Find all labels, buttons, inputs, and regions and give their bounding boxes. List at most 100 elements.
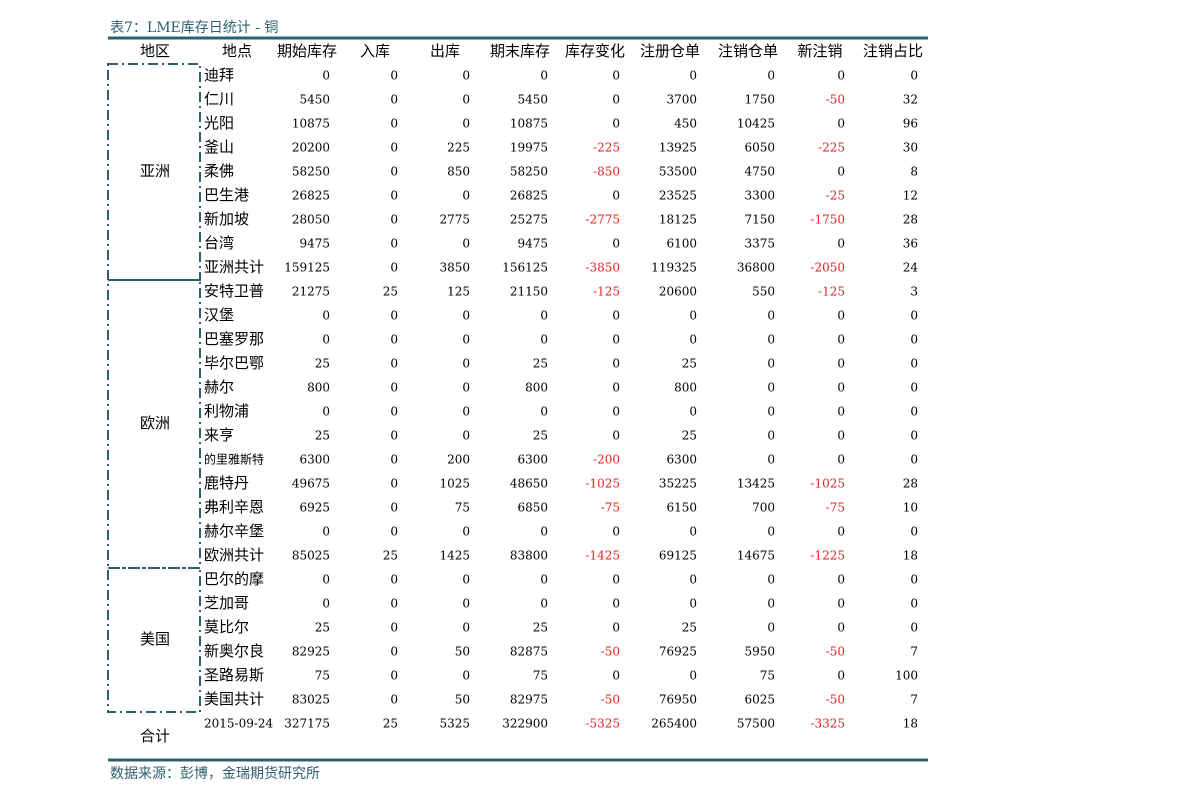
cell-value: 6050 bbox=[744, 141, 775, 155]
cell-value: -125 bbox=[818, 285, 845, 299]
cell-value: 25 bbox=[315, 621, 330, 635]
cell-value: 1425 bbox=[439, 549, 470, 563]
cell-value: 0 bbox=[767, 405, 775, 419]
cell-value: 0 bbox=[390, 309, 398, 323]
cell-value: 82975 bbox=[510, 693, 548, 707]
cell-value: 0 bbox=[612, 117, 620, 131]
cell-value: 0 bbox=[837, 597, 845, 611]
cell-value: 0 bbox=[390, 93, 398, 107]
cell-value: 25 bbox=[315, 429, 330, 443]
cell-value: 6100 bbox=[666, 237, 697, 251]
title: 表7：LME库存日统计 - 铜 bbox=[110, 20, 278, 36]
cell-value: 0 bbox=[390, 381, 398, 395]
cell-value: 550 bbox=[752, 285, 775, 299]
cell-value: 26825 bbox=[510, 189, 548, 203]
location: 弗利辛恩 bbox=[204, 498, 264, 516]
cell-value: 0 bbox=[612, 405, 620, 419]
cell-value: 0 bbox=[322, 405, 330, 419]
cell-value: 6850 bbox=[517, 501, 548, 515]
cell-value: 0 bbox=[322, 333, 330, 347]
cell-value: 0 bbox=[322, 573, 330, 587]
cell-value: 0 bbox=[540, 69, 548, 83]
cell-value: 0 bbox=[612, 381, 620, 395]
cell-value: 1750 bbox=[744, 93, 775, 107]
cell-value: -50 bbox=[826, 645, 845, 659]
location: 仁川 bbox=[204, 90, 234, 108]
cell-value: 0 bbox=[462, 405, 470, 419]
cell-value: 0 bbox=[837, 357, 845, 371]
cell-value: 1025 bbox=[439, 477, 470, 491]
cell-value: 0 bbox=[540, 309, 548, 323]
cell-value: 0 bbox=[689, 525, 697, 539]
location: 赫尔 bbox=[204, 378, 234, 396]
cell-value: 0 bbox=[390, 501, 398, 515]
cell-value: 0 bbox=[322, 69, 330, 83]
cell-value: 0 bbox=[612, 237, 620, 251]
cell-value: 0 bbox=[767, 453, 775, 467]
cell-value: 58250 bbox=[292, 165, 330, 179]
location: 安特卫普 bbox=[204, 282, 264, 300]
cell-value: 322900 bbox=[502, 717, 548, 731]
cell-value: 0 bbox=[689, 573, 697, 587]
cell-value: 36 bbox=[903, 237, 918, 251]
cell-value: 0 bbox=[689, 69, 697, 83]
column-header: 期始库存 bbox=[277, 42, 337, 60]
cell-value: 32 bbox=[903, 93, 918, 107]
cell-value: 58250 bbox=[510, 165, 548, 179]
column-header: 入库 bbox=[360, 42, 390, 60]
cell-value: 2775 bbox=[439, 213, 470, 227]
cell-value: 0 bbox=[910, 333, 918, 347]
cell-value: 9475 bbox=[517, 237, 548, 251]
cell-value: 0 bbox=[390, 693, 398, 707]
cell-value: 0 bbox=[612, 333, 620, 347]
cell-value: 225 bbox=[447, 141, 470, 155]
cell-value: 18 bbox=[903, 549, 918, 563]
location: 汉堡 bbox=[204, 306, 234, 324]
cell-value: 0 bbox=[910, 597, 918, 611]
cell-value: 0 bbox=[322, 597, 330, 611]
cell-value: -1025 bbox=[810, 477, 845, 491]
cell-value: 0 bbox=[910, 429, 918, 443]
cell-value: 156125 bbox=[502, 261, 548, 275]
cell-value: 25 bbox=[383, 549, 398, 563]
location: 2015-09-24 bbox=[204, 717, 274, 731]
cell-value: 75 bbox=[533, 669, 548, 683]
cell-value: 3375 bbox=[744, 237, 775, 251]
cell-value: -850 bbox=[593, 165, 620, 179]
cell-value: -5325 bbox=[585, 717, 620, 731]
cell-value: 75 bbox=[760, 669, 775, 683]
location: 芝加哥 bbox=[204, 594, 249, 612]
cell-value: 6025 bbox=[744, 693, 775, 707]
cell-value: 4750 bbox=[744, 165, 775, 179]
cell-value: 83800 bbox=[510, 549, 548, 563]
cell-value: 800 bbox=[307, 381, 330, 395]
cell-value: 10 bbox=[903, 501, 918, 515]
cell-value: 5950 bbox=[744, 645, 775, 659]
cell-value: 7150 bbox=[744, 213, 775, 227]
cell-value: 10425 bbox=[737, 117, 775, 131]
cell-value: 9475 bbox=[299, 237, 330, 251]
cell-value: 10875 bbox=[510, 117, 548, 131]
cell-value: 0 bbox=[689, 309, 697, 323]
cell-value: -1025 bbox=[585, 477, 620, 491]
cell-value: -1225 bbox=[810, 549, 845, 563]
cell-value: 6150 bbox=[666, 501, 697, 515]
location: 釜山 bbox=[204, 138, 234, 156]
source: 数据来源：彭博，金瑞期货研究所 bbox=[110, 765, 320, 782]
cell-value: 25 bbox=[383, 285, 398, 299]
cell-value: 0 bbox=[910, 381, 918, 395]
cell-value: 0 bbox=[767, 429, 775, 443]
cell-value: 0 bbox=[612, 93, 620, 107]
cell-value: 0 bbox=[612, 309, 620, 323]
cell-value: 0 bbox=[462, 525, 470, 539]
cell-value: 0 bbox=[612, 597, 620, 611]
cell-value: 0 bbox=[540, 333, 548, 347]
location: 亚洲共计 bbox=[204, 258, 264, 276]
location: 巴生港 bbox=[204, 186, 249, 204]
location: 巴尔的摩 bbox=[204, 570, 264, 588]
cell-value: 0 bbox=[837, 573, 845, 587]
cell-value: 0 bbox=[689, 669, 697, 683]
cell-value: 20200 bbox=[292, 141, 330, 155]
cell-value: 3 bbox=[910, 285, 918, 299]
